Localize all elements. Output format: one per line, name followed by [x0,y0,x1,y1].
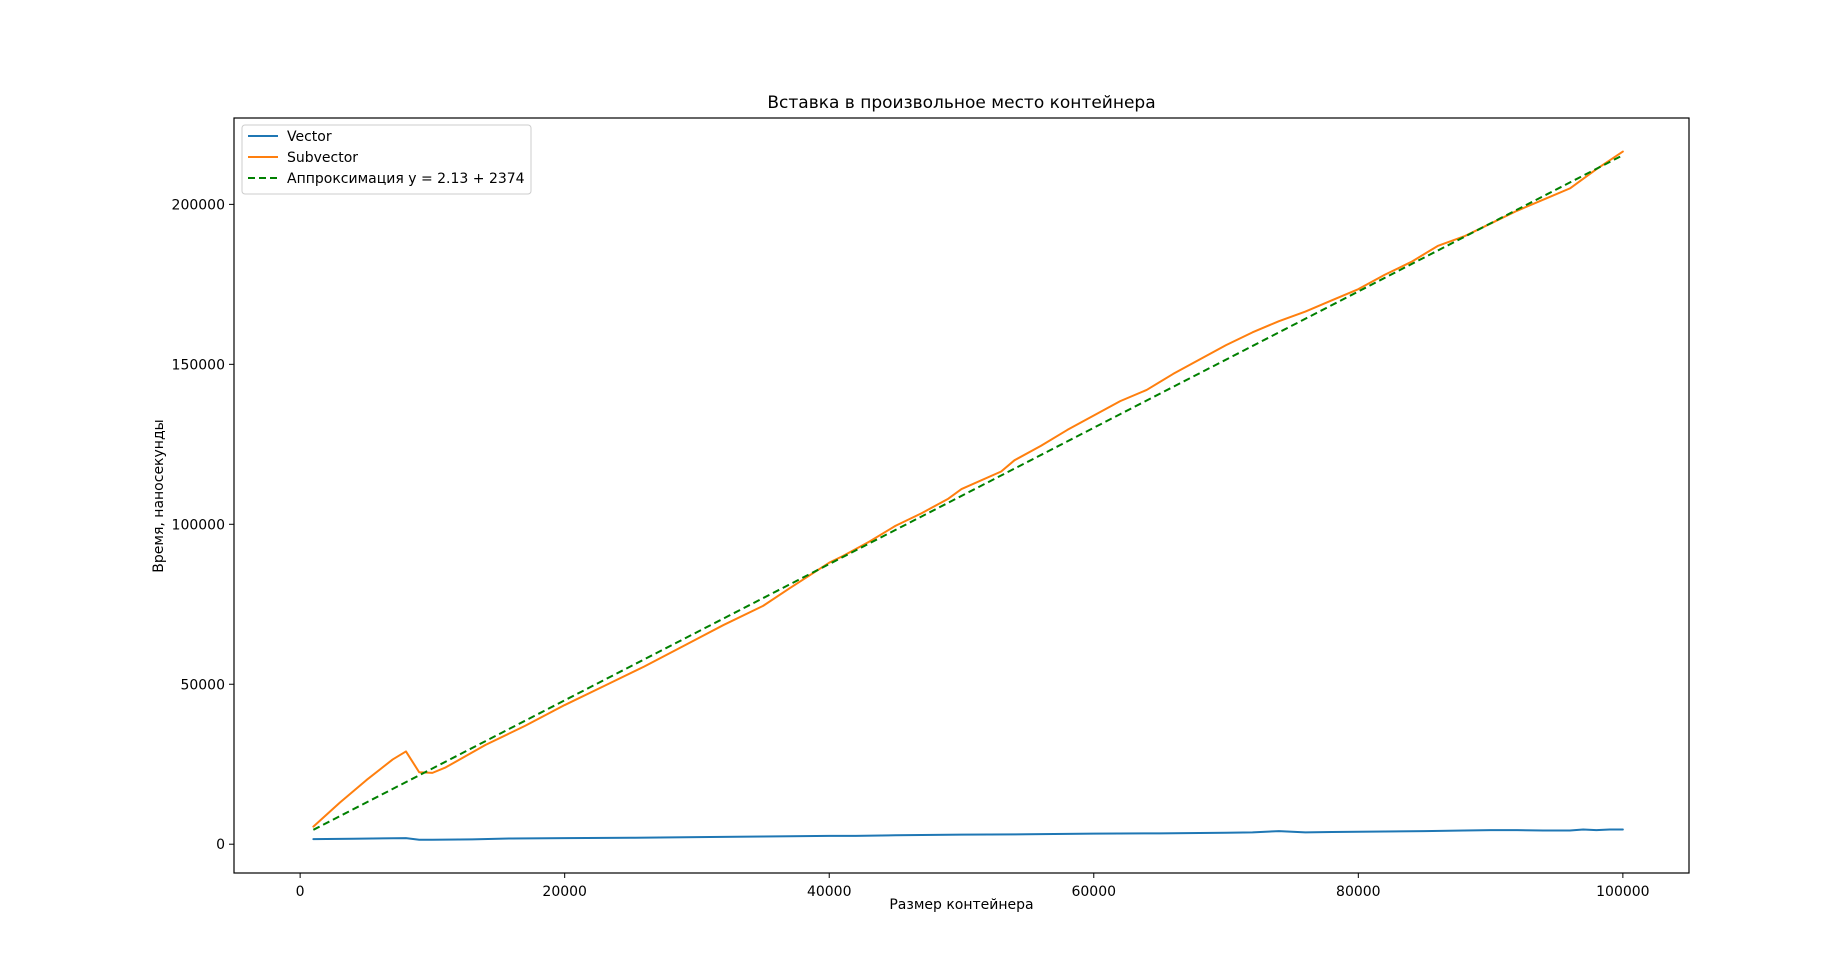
plot-area-frame [233,117,1690,874]
chart-title: Вставка в произвольное место контейнера [767,93,1155,113]
legend-label-3: Аппроксимация y = 2.13 + 2374 [287,171,525,187]
y-tick-label: 100000 [172,517,225,533]
x-tick-label: 100000 [1596,884,1649,900]
ticks-layer: 0 20000 40000 60000 80000 100000 0 50000 100000 1… [172,197,1650,900]
y-tick-label: 200000 [172,197,225,213]
series-line-1 [312,828,1624,841]
legend: Vector Subvector Аппроксимация y = 2.13 + … [241,124,532,195]
x-tick-label: 20000 [542,884,587,900]
x-tick-label: 0 [296,884,305,900]
y-tick-label: 150000 [172,357,225,373]
y-tick-label: 50000 [180,677,225,693]
y-tick-label: 0 [216,837,225,853]
x-tick-label: 80000 [1336,884,1381,900]
y-axis-label: Время, наносекунды [151,419,167,572]
series-line-3 [312,154,1624,831]
series-layer [312,150,1624,841]
x-tick-label: 60000 [1071,884,1116,900]
x-tick-label: 40000 [807,884,852,900]
legend-label-2: Subvector [287,150,358,166]
legend-label-1: Vector [287,129,332,145]
legend-box [241,124,532,195]
x-axis-label: Размер контейнера [889,897,1033,913]
series-line-2 [312,150,1624,828]
